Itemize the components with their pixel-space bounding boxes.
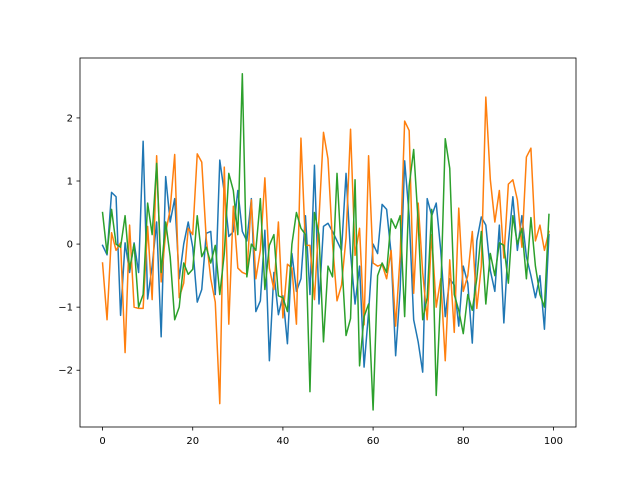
series-line-2 bbox=[101, 96, 550, 405]
plot-area bbox=[80, 58, 576, 427]
x-tick-label: 100 bbox=[544, 436, 563, 447]
y-tick-label: 0 bbox=[67, 240, 73, 251]
x-axis: 0 20 40 60 80 100 bbox=[99, 427, 563, 447]
y-tick-label: 2 bbox=[67, 113, 73, 124]
y-tick-label: −2 bbox=[58, 366, 73, 377]
x-tick-label: 0 bbox=[99, 436, 105, 447]
series-line-3 bbox=[101, 73, 550, 411]
x-tick-label: 80 bbox=[457, 436, 470, 447]
y-tick-label: 1 bbox=[67, 177, 73, 188]
x-tick-label: 60 bbox=[367, 436, 380, 447]
x-tick-label: 20 bbox=[186, 436, 199, 447]
axes-frame bbox=[79, 57, 577, 428]
x-tick-label: 40 bbox=[277, 436, 290, 447]
series-layer bbox=[101, 73, 550, 411]
y-tick-label: −1 bbox=[58, 303, 73, 314]
y-axis: −2 −1 0 1 2 bbox=[58, 113, 80, 377]
